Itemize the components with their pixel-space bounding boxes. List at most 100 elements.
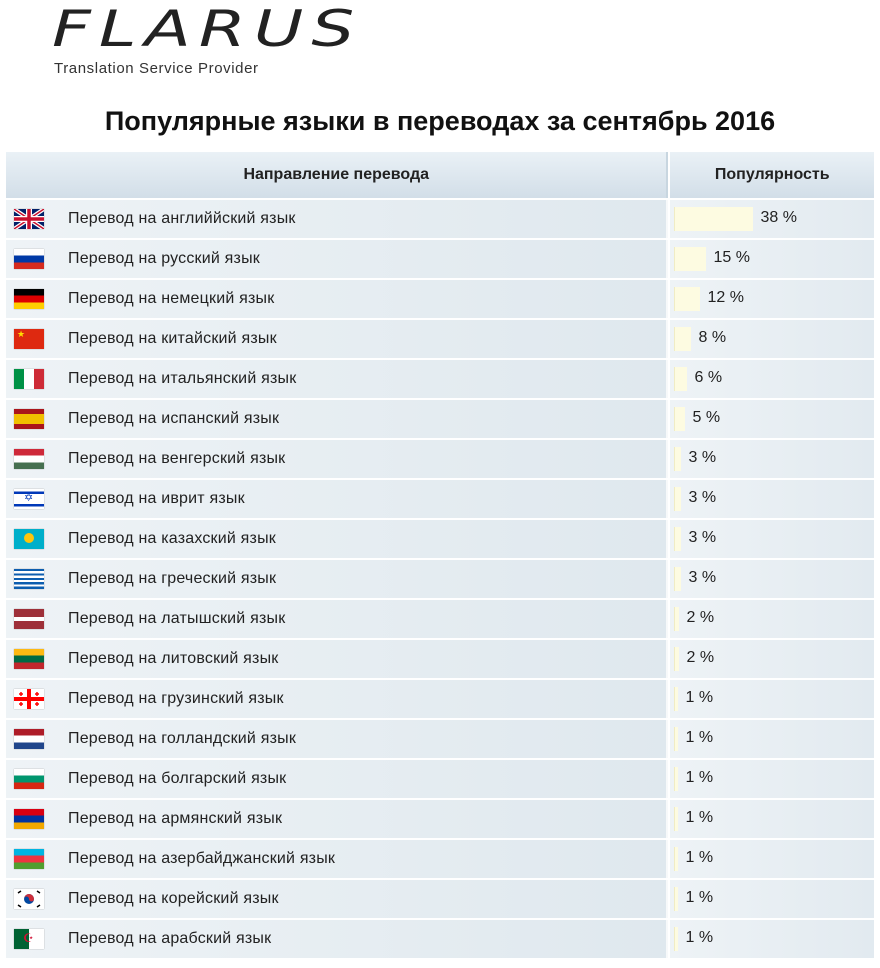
popularity-bar (674, 327, 692, 351)
language-label: Перевод на английйский язык (68, 210, 296, 227)
direction-cell: Перевод на корейский язык (6, 880, 669, 918)
language-label: Перевод на казахский язык (68, 530, 276, 547)
popularity-value: 3 % (688, 529, 717, 546)
popularity-value: 1 % (685, 729, 714, 746)
popularity-table: Направление перевода Популярность Перево… (6, 152, 874, 958)
popularity-cell: 1 % (670, 720, 874, 758)
table-row: Перевод на английйский язык 38 % (6, 198, 874, 238)
popularity-cell: 1 % (670, 840, 874, 878)
popularity-value: 3 % (688, 569, 717, 586)
armenia-flag-icon (14, 809, 44, 829)
table-row: Перевод на грузинский язык 1 % (6, 678, 874, 718)
language-label: Перевод на арабский язык (68, 930, 272, 947)
language-label: Перевод на грузинский язык (68, 690, 284, 707)
popularity-bar (674, 367, 688, 391)
south-korea-flag-icon (14, 889, 44, 909)
language-label: Перевод на испанский язык (68, 410, 280, 427)
direction-cell: Перевод на итальянский язык (6, 360, 669, 398)
popularity-cell: 1 % (670, 680, 874, 718)
table-row: Перевод на испанский язык 5 % (6, 398, 874, 438)
popularity-value: 2 % (686, 609, 715, 626)
popularity-bar (674, 727, 679, 751)
direction-cell: Перевод на литовский язык (6, 640, 669, 678)
direction-cell: ✡ Перевод на иврит язык (6, 480, 669, 518)
popularity-value: 3 % (688, 489, 717, 506)
table-row: ✡ Перевод на иврит язык 3 % (6, 478, 874, 518)
popularity-bar (674, 407, 686, 431)
azerbaijan-flag-icon (14, 849, 44, 869)
direction-cell: Перевод на греческий язык (6, 560, 669, 598)
popularity-bar (674, 207, 754, 231)
greece-flag-icon (14, 569, 44, 589)
georgia-flag-icon (14, 689, 44, 709)
direction-cell: Перевод на болгарский язык (6, 760, 669, 798)
popularity-bar (674, 687, 679, 711)
popularity-bar (674, 527, 682, 551)
popularity-value: 1 % (685, 809, 714, 826)
table-row: Перевод на болгарский язык 1 % (6, 758, 874, 798)
popularity-cell: 38 % (670, 200, 874, 238)
germany-flag-icon (14, 289, 44, 309)
netherlands-flag-icon (14, 729, 44, 749)
popularity-bar (674, 487, 682, 511)
popularity-bar (674, 447, 682, 471)
popularity-bar (674, 287, 701, 311)
table-row: Перевод на латышский язык 2 % (6, 598, 874, 638)
popularity-value: 1 % (685, 889, 714, 906)
popularity-cell: 3 % (670, 560, 874, 598)
popularity-cell: 1 % (670, 760, 874, 798)
language-label: Перевод на голландский язык (68, 730, 297, 747)
popularity-bar (674, 847, 679, 871)
latvia-flag-icon (14, 609, 44, 629)
logo-tagline: Translation Service Provider (54, 60, 259, 77)
direction-cell: Перевод на голландский язык (6, 720, 669, 758)
flarus-logo: FLARUS Translation Service Provider (52, 4, 372, 77)
column-header-popularity: Популярность (670, 152, 874, 198)
table-row: Перевод на литовский язык 2 % (6, 638, 874, 678)
russia-flag-icon (14, 249, 44, 269)
popularity-value: 5 % (692, 409, 721, 426)
table-row: Перевод на армянский язык 1 % (6, 798, 874, 838)
popularity-bar (674, 647, 680, 671)
table-row: ★ Перевод на китайский язык 8 % (6, 318, 874, 358)
language-label: Перевод на корейский язык (68, 890, 279, 907)
table-row: Перевод на греческий язык 3 % (6, 558, 874, 598)
popularity-value: 15 % (713, 249, 750, 266)
table-row: Перевод на русский язык 15 % (6, 238, 874, 278)
language-label: Перевод на русский язык (68, 250, 260, 267)
table-row: Перевод на итальянский язык 6 % (6, 358, 874, 398)
popularity-bar (674, 927, 679, 951)
direction-cell: ★ Перевод на китайский язык (6, 320, 669, 358)
popularity-cell: 2 % (670, 600, 874, 638)
israel-flag-icon: ✡ (14, 489, 44, 509)
popularity-cell: 3 % (670, 440, 874, 478)
hungary-flag-icon (14, 449, 44, 469)
algeria-flag-icon: ☪ (14, 929, 44, 949)
popularity-value: 12 % (707, 289, 744, 306)
language-label: Перевод на греческий язык (68, 570, 277, 587)
popularity-value: 1 % (685, 849, 714, 866)
china-flag-icon: ★ (14, 329, 44, 349)
table-header: Направление перевода Популярность (6, 152, 874, 198)
popularity-cell: 3 % (670, 520, 874, 558)
popularity-bar (674, 567, 682, 591)
language-label: Перевод на латышский язык (68, 610, 286, 627)
direction-cell: Перевод на латышский язык (6, 600, 669, 638)
language-label: Перевод на литовский язык (68, 650, 279, 667)
language-label: Перевод на армянский язык (68, 810, 283, 827)
table-row: Перевод на венгерский язык 3 % (6, 438, 874, 478)
popularity-value: 2 % (686, 649, 715, 666)
popularity-value: 3 % (688, 449, 717, 466)
direction-cell: Перевод на немецкий язык (6, 280, 669, 318)
popularity-cell: 6 % (670, 360, 874, 398)
language-label: Перевод на немецкий язык (68, 290, 275, 307)
kazakhstan-flag-icon (14, 529, 44, 549)
popularity-cell: 12 % (670, 280, 874, 318)
direction-cell: Перевод на азербайджанский язык (6, 840, 669, 878)
language-label: Перевод на иврит язык (68, 490, 245, 507)
popularity-cell: 1 % (670, 800, 874, 838)
language-label: Перевод на азербайджанский язык (68, 850, 336, 867)
table-row: Перевод на казахский язык 3 % (6, 518, 874, 558)
popularity-bar (674, 607, 680, 631)
direction-cell: Перевод на испанский язык (6, 400, 669, 438)
